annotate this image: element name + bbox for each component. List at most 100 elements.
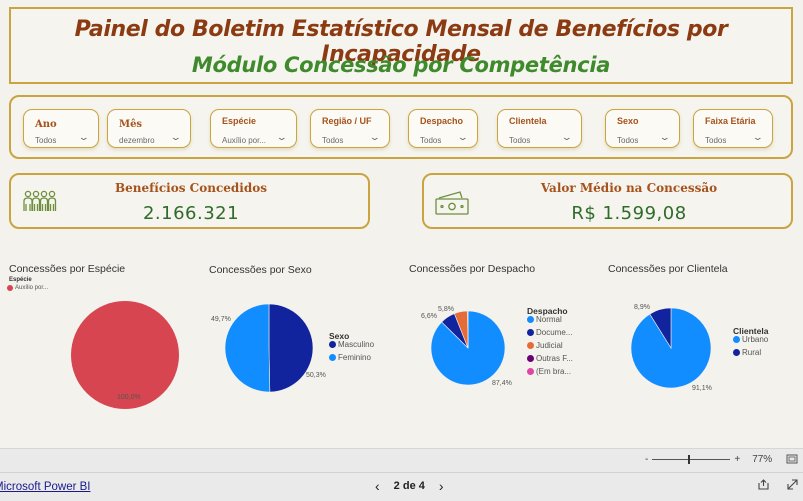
zoom-slider[interactable]	[652, 455, 730, 464]
chevron-down-icon[interactable]: ⌄	[659, 132, 671, 143]
slicer-despacho[interactable]: Despacho Todos ⌄	[408, 109, 478, 148]
legend-item[interactable]: Outras F...	[527, 352, 573, 365]
zoom-level: 77%	[752, 454, 772, 465]
slicer-label: Sexo	[617, 116, 639, 126]
slicer-label: Região / UF	[322, 116, 372, 126]
kpi-value: R$ 1.599,08	[479, 203, 779, 224]
legend-item[interactable]: Auxílio por...	[7, 285, 48, 291]
legend-item[interactable]: Urbano	[733, 333, 768, 346]
chart-title-especie: Concessões por Espécie	[9, 263, 125, 275]
slicer-mes[interactable]: Mês dezembro ⌄	[107, 109, 191, 148]
legend-label: Normal	[536, 315, 562, 324]
kpi-value: 2.166.321	[71, 203, 311, 224]
banknote-icon	[434, 190, 470, 216]
chevron-down-icon[interactable]: ⌄	[457, 132, 469, 143]
legend-despacho: Normal Docume... Judicial Outras F... (E…	[527, 313, 573, 378]
share-icon[interactable]	[757, 478, 770, 491]
slicer-value: Auxílio por...	[222, 136, 266, 145]
slicer-label: Despacho	[420, 116, 463, 126]
chevron-down-icon[interactable]: ⌄	[170, 132, 182, 143]
fullscreen-icon[interactable]	[786, 478, 799, 491]
legend-label: Urbano	[742, 335, 768, 344]
slicer-value: Todos	[420, 136, 441, 145]
zoom-in-button[interactable]: +	[734, 454, 740, 465]
kpi-title: Valor Médio na Concessão	[479, 181, 779, 195]
legend-swatch	[7, 285, 13, 291]
report-header: Painel do Boletim Estatístico Mensal de …	[9, 7, 793, 84]
legend-item[interactable]: Normal	[527, 313, 573, 326]
data-label: 8,9%	[634, 304, 650, 311]
legend-label: Outras F...	[536, 354, 573, 363]
slicer-label: Espécie	[222, 116, 256, 126]
legend-label: Auxílio por...	[15, 285, 48, 291]
legend-swatch	[527, 316, 534, 323]
chevron-down-icon[interactable]: ⌄	[276, 132, 288, 143]
legend-label: Judicial	[536, 341, 563, 350]
legend-title: Espécie	[9, 277, 32, 283]
prev-page-button[interactable]: ‹	[375, 478, 380, 494]
slicer-value: Todos	[322, 136, 343, 145]
slicer-label: Mês	[119, 119, 142, 130]
next-page-button[interactable]: ›	[439, 478, 444, 494]
people-icon	[23, 190, 57, 214]
legend-item[interactable]: Feminino	[329, 351, 374, 364]
slicer-clientela[interactable]: Clientela Todos ⌄	[497, 109, 582, 148]
slicer-sexo[interactable]: Sexo Todos ⌄	[605, 109, 680, 148]
legend-item[interactable]: Judicial	[527, 339, 573, 352]
chevron-down-icon[interactable]: ⌄	[752, 132, 764, 143]
legend-label: Docume...	[536, 328, 572, 337]
slicer-faixa-etaria[interactable]: Faixa Etária Todos ⌄	[693, 109, 773, 148]
chevron-down-icon[interactable]: ⌄	[78, 132, 90, 143]
slicer-label: Clientela	[509, 116, 547, 126]
page-navigator: ‹ 2 de 4 ›	[375, 478, 444, 494]
legend-item[interactable]: Docume...	[527, 326, 573, 339]
legend-sexo: Masculino Feminino	[329, 338, 374, 364]
pie-chart-sexo[interactable]	[224, 303, 314, 393]
data-label: 91,1%	[692, 385, 712, 392]
data-label: 50,3%	[306, 372, 326, 379]
data-label: 6,6%	[421, 313, 437, 320]
slicer-value: dezembro	[119, 136, 155, 145]
legend-item[interactable]: (Em bra...	[527, 365, 573, 378]
legend-label: Rural	[742, 348, 761, 357]
slicer-ano[interactable]: Ano Todos ⌄	[23, 109, 99, 148]
kpi-title: Benefícios Concedidos	[71, 181, 311, 195]
pie-chart-clientela[interactable]	[630, 307, 712, 389]
data-label: 5,8%	[438, 306, 454, 313]
chevron-down-icon[interactable]: ⌄	[369, 132, 381, 143]
chevron-down-icon[interactable]: ⌄	[561, 132, 573, 143]
legend-swatch	[527, 342, 534, 349]
page-indicator: 2 de 4	[394, 480, 425, 492]
legend-item[interactable]: Masculino	[329, 338, 374, 351]
powerbi-link[interactable]: Microsoft Power BI	[0, 481, 91, 493]
slicer-regiao-uf[interactable]: Região / UF Todos ⌄	[310, 109, 390, 148]
pie-slice[interactable]	[71, 301, 179, 409]
zoom-control: - + 77%	[645, 454, 772, 465]
legend-label: Feminino	[338, 353, 371, 362]
legend-swatch	[527, 355, 534, 362]
slicer-value: Todos	[509, 136, 530, 145]
data-label: 49,7%	[211, 316, 231, 323]
legend-label: (Em bra...	[536, 367, 571, 376]
chart-title-despacho: Concessões por Despacho	[409, 263, 535, 275]
kpi-card-beneficios: Benefícios Concedidos 2.166.321	[9, 173, 370, 229]
slicer-value: Todos	[705, 136, 726, 145]
slicer-label: Faixa Etária	[705, 116, 756, 126]
pie-slice[interactable]	[225, 304, 270, 392]
chart-title-sexo: Concessões por Sexo	[209, 264, 312, 276]
chart-title-clientela: Concessões por Clientela	[608, 263, 728, 275]
slicer-especie[interactable]: Espécie Auxílio por... ⌄	[210, 109, 297, 148]
fit-to-page-icon[interactable]	[786, 454, 798, 464]
kpi-card-valor-medio: Valor Médio na Concessão R$ 1.599,08	[422, 173, 793, 229]
data-label: 87,4%	[492, 380, 512, 387]
slicer-value: Todos	[35, 136, 56, 145]
legend-swatch	[329, 341, 336, 348]
legend-item[interactable]: Rural	[733, 346, 768, 359]
zoom-out-button[interactable]: -	[645, 454, 648, 465]
report-subtitle: Módulo Concessão por Competência	[11, 53, 791, 77]
legend-swatch	[733, 336, 740, 343]
legend-clientela: Urbano Rural	[733, 333, 768, 359]
pie-chart-despacho[interactable]	[430, 310, 506, 386]
slicer-value: Todos	[617, 136, 638, 145]
legend-swatch	[733, 349, 740, 356]
